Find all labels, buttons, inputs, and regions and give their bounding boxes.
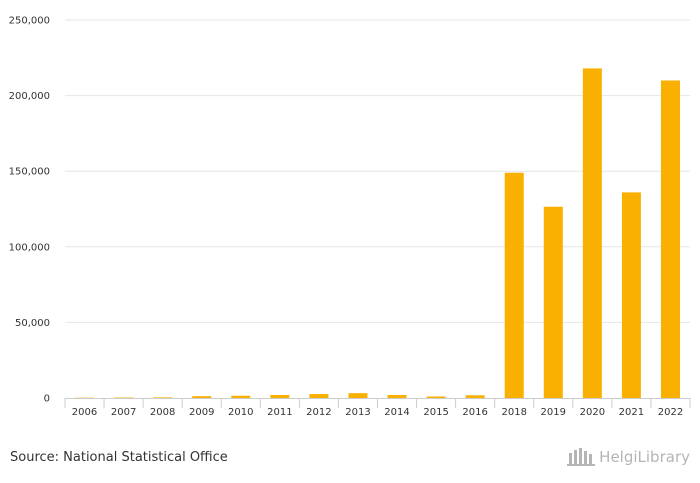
bar[interactable] bbox=[426, 396, 446, 398]
brand-name: HelgiLibrary bbox=[599, 448, 690, 466]
x-tick-label: 2018 bbox=[501, 407, 526, 418]
bar[interactable] bbox=[309, 394, 329, 398]
x-tick-label: 2015 bbox=[423, 407, 448, 418]
x-tick-label: 2019 bbox=[541, 407, 566, 418]
source-note: Source: National Statistical Office bbox=[10, 450, 228, 465]
x-tick-label: 2010 bbox=[228, 407, 253, 418]
y-tick-label: 100,000 bbox=[9, 242, 50, 253]
y-tick-label: 200,000 bbox=[9, 91, 50, 102]
y-tick-label: 150,000 bbox=[9, 167, 50, 178]
bar[interactable] bbox=[621, 192, 641, 398]
bar[interactable] bbox=[504, 172, 524, 398]
x-tick-label: 2020 bbox=[580, 407, 605, 418]
x-tick-label: 2012 bbox=[306, 407, 331, 418]
x-tick-label: 2013 bbox=[345, 407, 370, 418]
bar[interactable] bbox=[231, 395, 251, 398]
x-tick-label: 2014 bbox=[384, 407, 409, 418]
y-axis-ticks: 0 50,000 100,000 150,000 200,000 250,000 bbox=[9, 16, 50, 405]
bar[interactable] bbox=[192, 396, 212, 398]
x-tick-label: 2007 bbox=[111, 407, 136, 418]
bar[interactable] bbox=[660, 80, 680, 398]
helgilibrary-logo[interactable]: HelgiLibrary bbox=[567, 447, 690, 467]
x-tick-label: 2011 bbox=[267, 407, 292, 418]
x-tick-label: 2008 bbox=[150, 407, 175, 418]
x-tick-label: 2021 bbox=[619, 407, 644, 418]
bar[interactable] bbox=[543, 206, 563, 398]
x-tick-label: 2006 bbox=[72, 407, 97, 418]
bar[interactable] bbox=[465, 395, 485, 398]
y-tick-label: 50,000 bbox=[15, 318, 50, 329]
bar[interactable] bbox=[387, 394, 407, 398]
x-tick-label: 2009 bbox=[189, 407, 214, 418]
bar-chart: 0 50,000 100,000 150,000 200,000 250,000 2006… bbox=[9, 16, 691, 418]
x-axis: 2006 2007 2008 2009 2010 2011 2012 2013 2014 2015… bbox=[64, 398, 691, 418]
bar[interactable] bbox=[582, 68, 602, 398]
bars bbox=[75, 68, 680, 398]
library-building-icon bbox=[567, 448, 596, 466]
bar[interactable] bbox=[153, 397, 173, 398]
bar[interactable] bbox=[270, 394, 290, 398]
x-tick-label: 2022 bbox=[658, 407, 683, 418]
x-tick-label: 2016 bbox=[462, 407, 487, 418]
y-tick-label: 0 bbox=[44, 394, 50, 405]
y-tick-label: 250,000 bbox=[9, 16, 50, 27]
bar[interactable] bbox=[348, 393, 368, 398]
